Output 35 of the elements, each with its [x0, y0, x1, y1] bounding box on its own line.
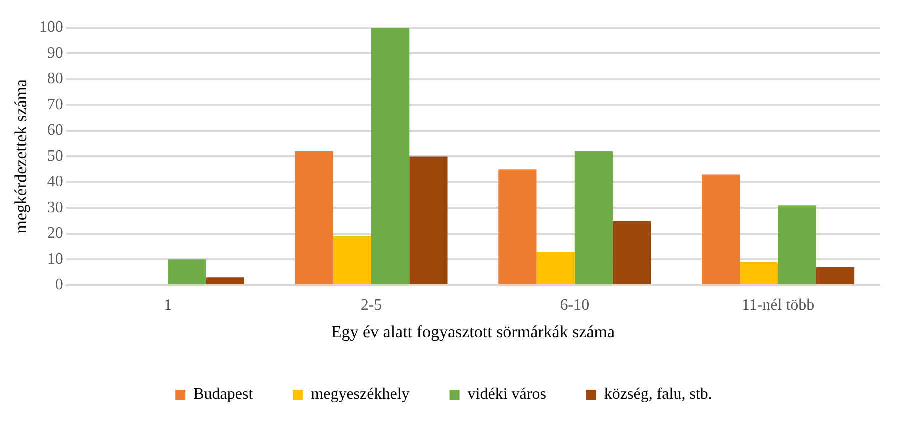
bar [740, 262, 778, 284]
legend-label: megyeszékhely [311, 386, 410, 404]
x-axis-title: Egy év alatt fogyasztott sörmárkák száma [331, 322, 616, 342]
y-tick-label: 60 [47, 122, 64, 140]
bar [206, 278, 244, 284]
bar [333, 236, 372, 284]
bar [410, 156, 448, 284]
y-tick-label: 70 [47, 96, 64, 114]
y-tick-label: 20 [47, 225, 64, 242]
x-tick-label: 2-5 [360, 297, 382, 314]
bar [498, 170, 537, 284]
y-tick-label: 100 [39, 19, 64, 36]
legend-label: község, falu, stb. [604, 386, 712, 404]
y-tick-label: 30 [47, 199, 64, 216]
bar [372, 28, 410, 284]
bar [536, 252, 575, 284]
bar [574, 152, 614, 284]
x-tick-label: 11-nél több [742, 297, 815, 314]
y-tick-label: 50 [47, 148, 64, 165]
x-tick-label: 6-10 [560, 297, 590, 314]
y-tick-label: 90 [47, 44, 64, 62]
legend-label: vidéki város [468, 386, 546, 404]
x-tick-label: 1 [164, 297, 172, 314]
y-axis-title: megkérdezettek száma [12, 79, 31, 234]
bar [816, 267, 855, 284]
legend-label: Budapest [194, 386, 254, 404]
y-tick-label: 0 [55, 276, 64, 294]
bar [295, 152, 334, 284]
y-tick-label: 10 [47, 250, 64, 268]
bar [613, 221, 652, 284]
y-tick-label: 80 [47, 70, 64, 88]
bar [168, 260, 206, 284]
bar [778, 206, 816, 284]
bar [702, 174, 740, 284]
y-tick-label: 40 [47, 174, 64, 191]
